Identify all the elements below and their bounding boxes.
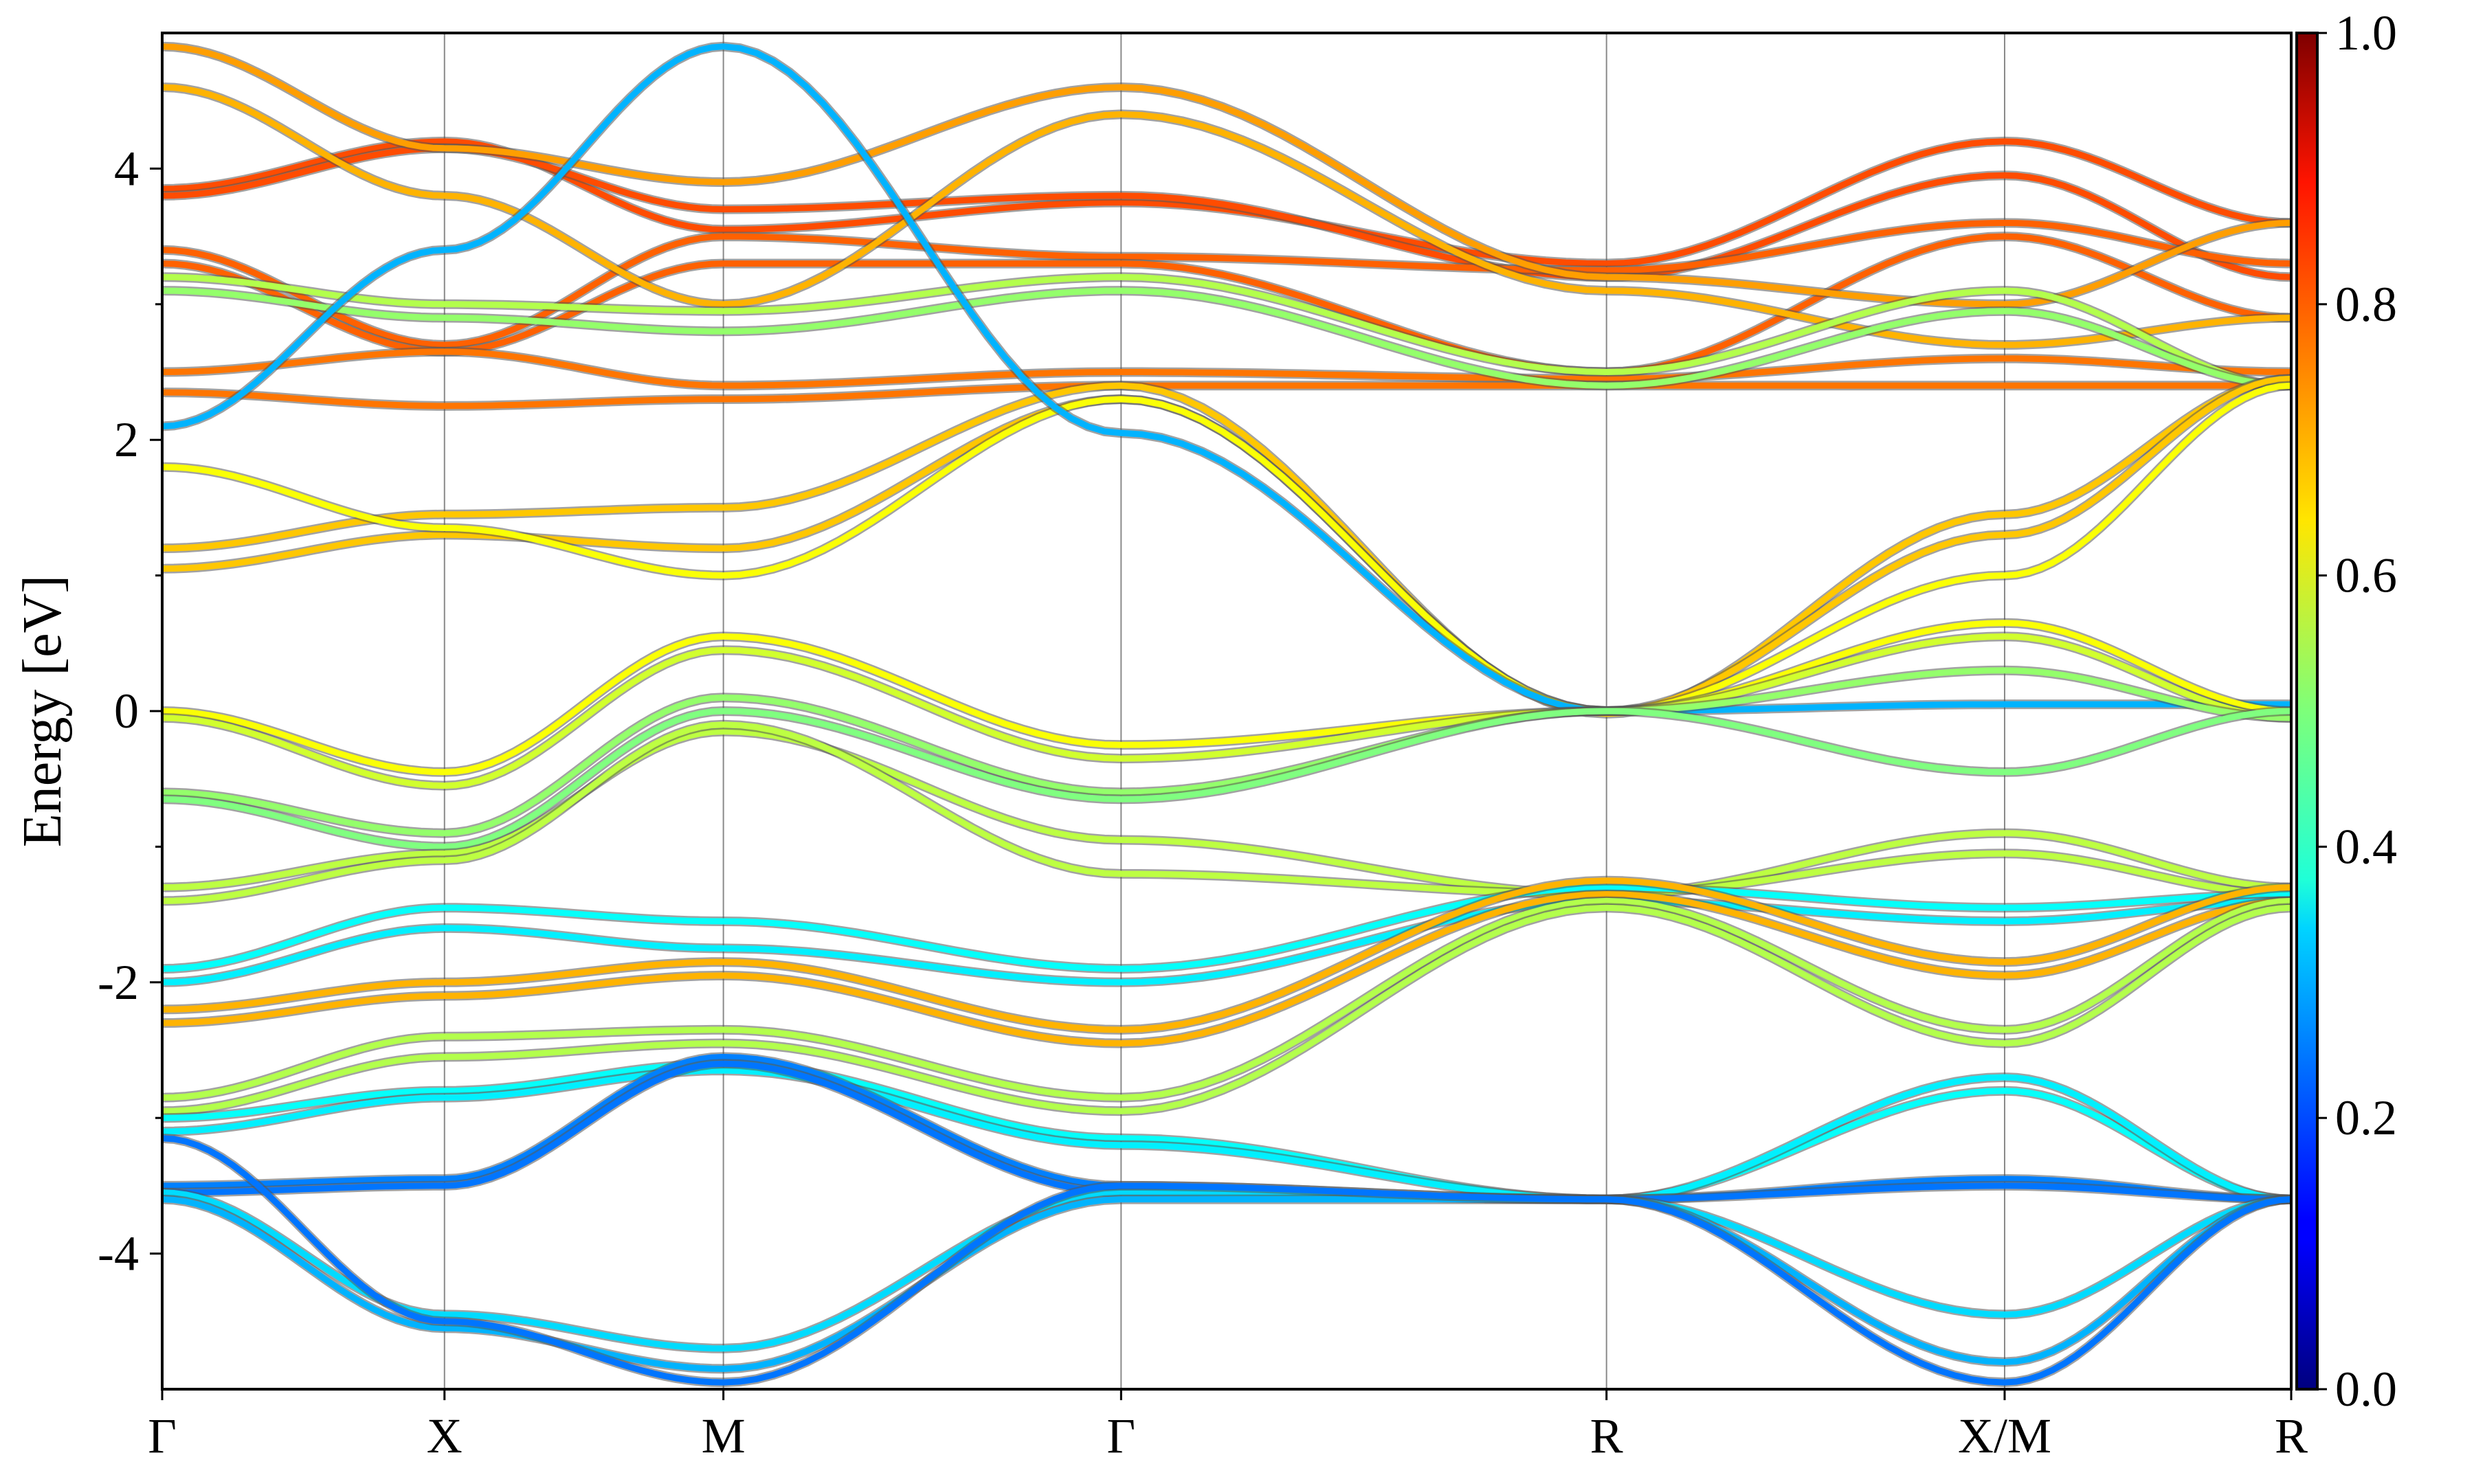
band-line bbox=[162, 897, 2291, 1101]
colorbar-tick-label: 0.0 bbox=[2335, 1362, 2397, 1417]
band-line bbox=[162, 43, 2291, 308]
band-line bbox=[162, 382, 2291, 409]
x-tick-label: Γ bbox=[148, 1408, 177, 1463]
band-line bbox=[162, 884, 2291, 972]
band-line bbox=[162, 84, 2291, 348]
band-line bbox=[162, 43, 2291, 715]
colorbar-tick-label: 0.4 bbox=[2335, 819, 2397, 874]
band-line bbox=[162, 1189, 2291, 1352]
y-tick-label: 2 bbox=[114, 412, 139, 467]
y-tick-label: -4 bbox=[98, 1226, 139, 1281]
band-line bbox=[162, 1135, 2291, 1386]
colorbar: 0.0 0.2 0.4 0.6 0.8 1.0 bbox=[2295, 5, 2397, 1417]
band-line bbox=[162, 1060, 2291, 1203]
colorbar-tick-label: 0.8 bbox=[2335, 277, 2397, 332]
x-tick-label: M bbox=[702, 1408, 746, 1463]
band-line bbox=[162, 667, 2291, 837]
band-line bbox=[162, 287, 2291, 389]
y-tick-label: 0 bbox=[114, 684, 139, 739]
band-line bbox=[162, 708, 2291, 850]
band-line bbox=[162, 219, 2291, 348]
band-lines bbox=[162, 41, 2291, 1388]
band-line bbox=[162, 897, 2291, 986]
band-line bbox=[162, 138, 2291, 267]
y-axis-label: Energy [eV] bbox=[12, 575, 73, 847]
x-axis-ticks: Γ X M Γ R X/M R bbox=[148, 1389, 2308, 1463]
band-line bbox=[162, 348, 2291, 389]
colorbar-tick-label: 0.2 bbox=[2335, 1090, 2397, 1145]
x-tick-label: R bbox=[2275, 1408, 2308, 1463]
x-tick-label: X bbox=[427, 1408, 463, 1463]
x-tick-label: R bbox=[1590, 1408, 1623, 1463]
band-line bbox=[162, 633, 2291, 789]
band-line bbox=[162, 1196, 2291, 1372]
x-tick-label: Γ bbox=[1107, 1408, 1136, 1463]
band-line bbox=[162, 273, 2291, 389]
band-line bbox=[162, 375, 2291, 717]
colorbar-gradient bbox=[2295, 32, 2319, 1391]
band-line-outline bbox=[162, 1194, 2291, 1374]
band-line bbox=[162, 382, 2291, 715]
band-line bbox=[162, 877, 2291, 1033]
band-line bbox=[162, 620, 2291, 776]
band-line bbox=[162, 904, 2291, 1114]
y-tick-label: -2 bbox=[98, 955, 139, 1010]
y-tick-label: 4 bbox=[114, 141, 139, 196]
y-axis-ticks: -4 -2 0 2 4 bbox=[98, 141, 162, 1281]
band-line bbox=[162, 891, 2291, 1047]
x-tick-label: X/M bbox=[1958, 1408, 2051, 1463]
colorbar-tick-label: 0.6 bbox=[2335, 548, 2397, 603]
band-line bbox=[162, 721, 2291, 904]
band-line bbox=[162, 1067, 2291, 1203]
band-line bbox=[162, 728, 2291, 897]
colorbar-tick-label: 1.0 bbox=[2335, 5, 2397, 60]
